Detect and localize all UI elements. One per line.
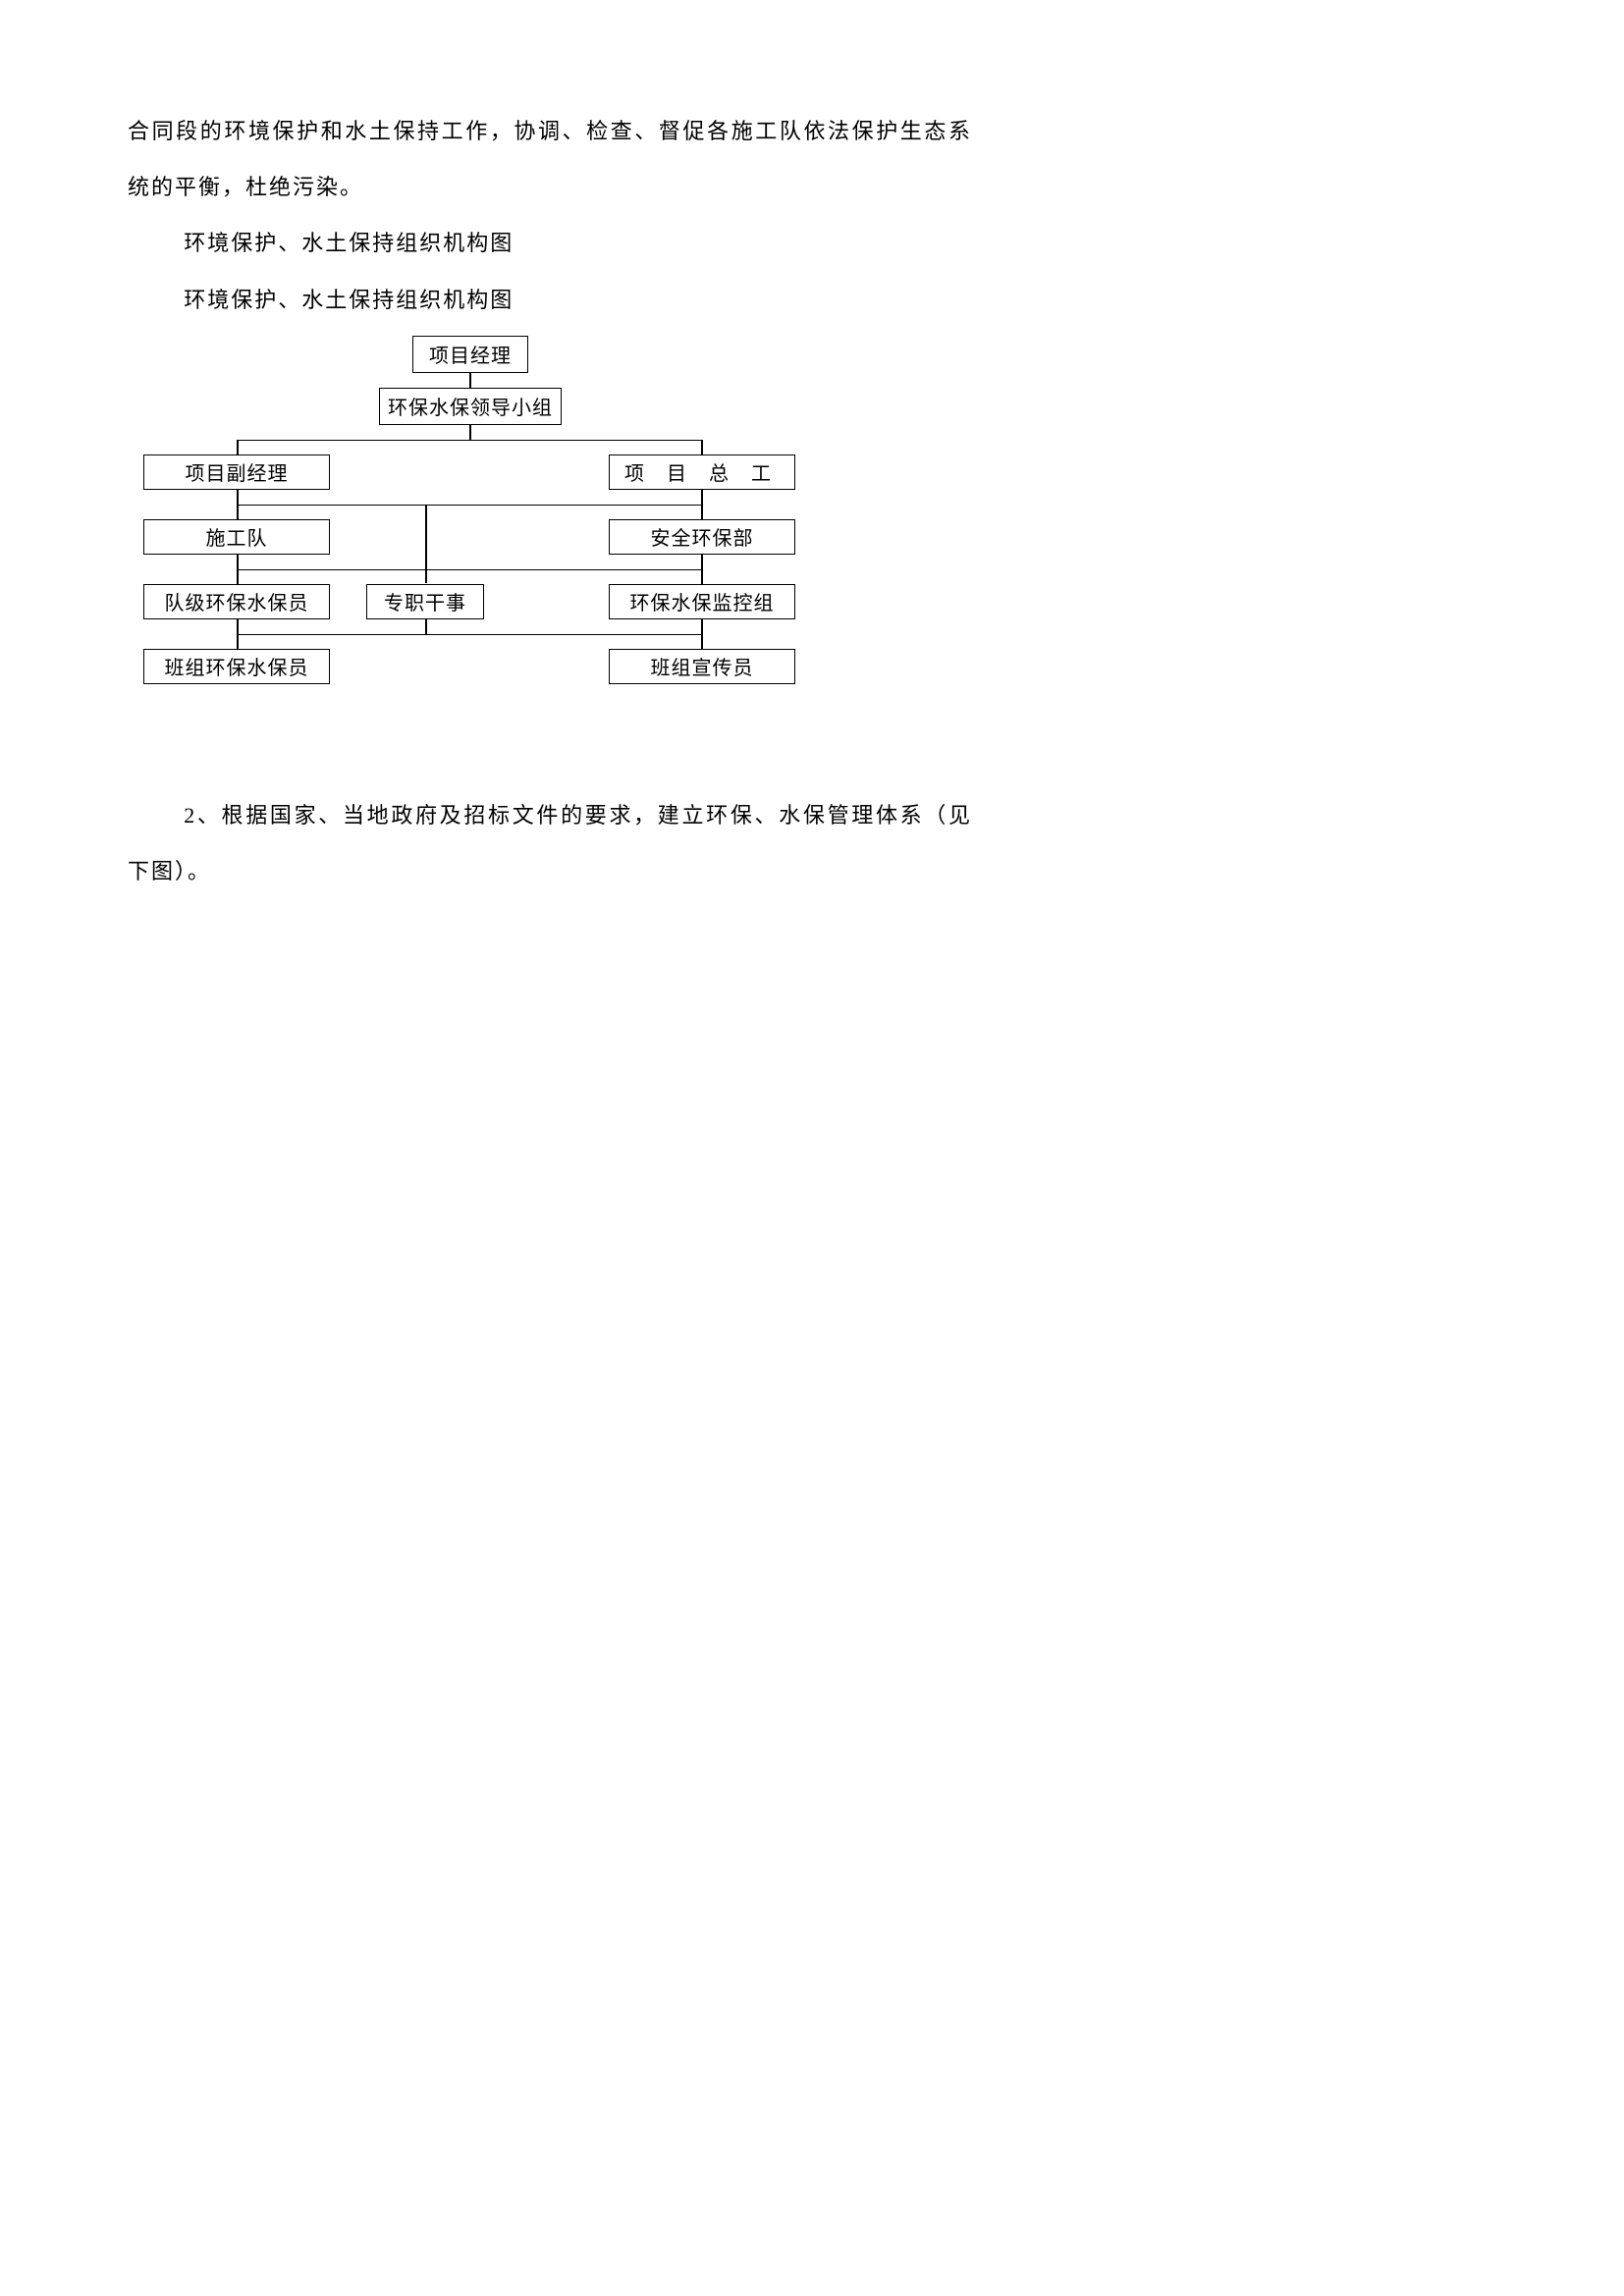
node-deputy-pm: 项目副经理 — [143, 454, 330, 490]
node-group-publicity: 班组宣传员 — [609, 649, 795, 684]
node-monitor-group: 环保水保监控组 — [609, 584, 795, 619]
node-construction-team: 施工队 — [143, 519, 330, 555]
edge — [237, 569, 703, 571]
edge — [701, 505, 703, 519]
edge — [425, 505, 427, 583]
paragraph-1: 合同段的环境保护和水土保持工作，协调、检查、督促各施工队依法保护生态系统的平衡，… — [128, 103, 972, 215]
edge — [237, 555, 239, 569]
edge — [701, 619, 703, 634]
node-lead-group: 环保水保领导小组 — [379, 388, 562, 425]
edge — [469, 373, 471, 388]
edge — [237, 505, 703, 507]
edge — [701, 634, 703, 649]
paragraph-2: 环境保护、水土保持组织机构图 — [128, 215, 972, 271]
edge — [701, 490, 703, 505]
edge — [237, 490, 239, 505]
edge — [701, 569, 703, 584]
node-dedicated-staff: 专职干事 — [366, 584, 484, 619]
paragraph-3: 环境保护、水土保持组织机构图 — [128, 272, 972, 328]
edge — [237, 569, 239, 584]
edge — [237, 505, 239, 519]
edge — [701, 555, 703, 569]
edge — [469, 425, 471, 440]
paragraph-4: 2、根据国家、当地政府及招标文件的要求，建立环保、水保管理体系（见下图）。 — [128, 787, 972, 899]
node-root: 项目经理 — [412, 336, 528, 373]
org-flowchart: 项目经理 环保水保领导小组 项目副经理 项 目 总 工 施工队 安全环保部 队级… — [128, 336, 972, 748]
edge — [237, 440, 703, 442]
node-chief-eng: 项 目 总 工 — [609, 454, 795, 490]
edge — [237, 440, 239, 454]
edge — [237, 619, 239, 634]
edge — [237, 634, 703, 636]
edge — [701, 440, 703, 454]
node-team-env-officer: 队级环保水保员 — [143, 584, 330, 619]
edge — [425, 619, 427, 634]
edge — [237, 634, 239, 649]
node-group-env-officer: 班组环保水保员 — [143, 649, 330, 684]
node-safety-dept: 安全环保部 — [609, 519, 795, 555]
